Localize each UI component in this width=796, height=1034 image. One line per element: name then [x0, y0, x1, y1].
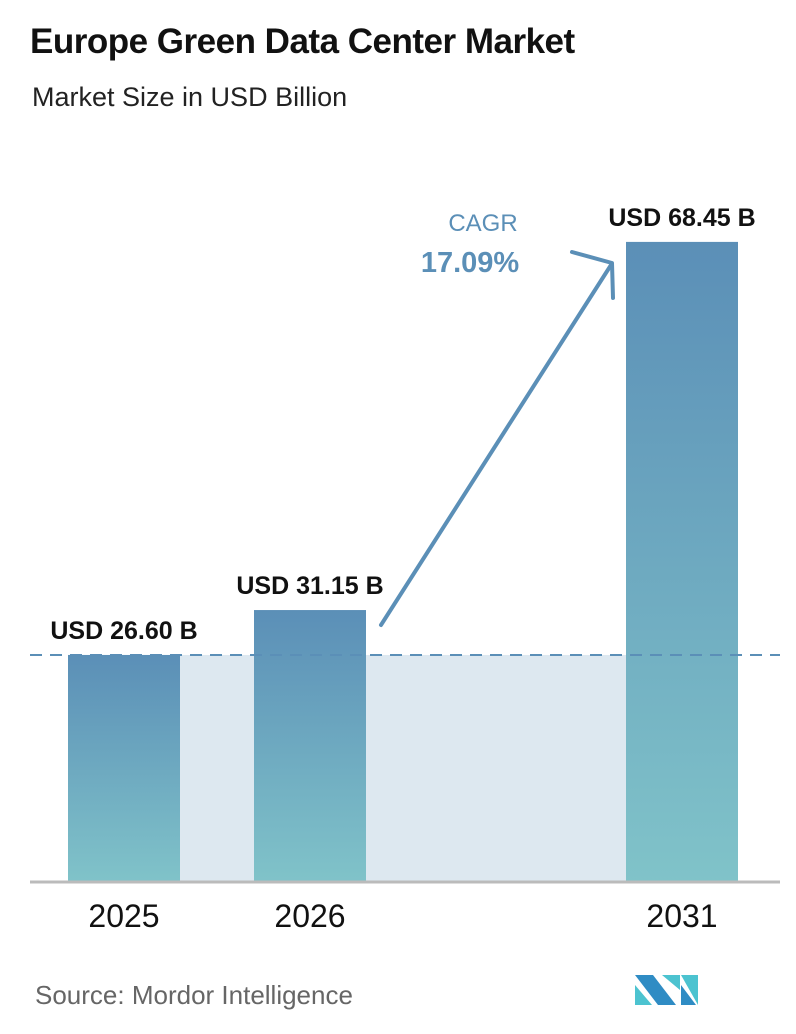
- chart-subtitle: Market Size in USD Billion: [32, 82, 348, 112]
- chart-title: Europe Green Data Center Market: [30, 22, 575, 61]
- bar-2026: [254, 610, 366, 882]
- data-label-2031: USD 68.45 B: [608, 204, 755, 232]
- bar-2025: [68, 654, 180, 882]
- x-tick-2031: 2031: [646, 898, 717, 934]
- x-tick-2025: 2025: [88, 898, 159, 934]
- mordor-logo: [635, 975, 698, 1005]
- data-label-2026: USD 31.15 B: [236, 572, 383, 600]
- cagr-arrow: [379, 250, 615, 627]
- x-tick-2026: 2026: [274, 898, 345, 934]
- cagr-label: CAGR: [448, 210, 517, 237]
- cagr-value: 17.09%: [421, 247, 520, 279]
- bar-2031: [626, 241, 738, 882]
- data-label-2025: USD 26.60 B: [50, 617, 197, 645]
- source-note: Source: Mordor Intelligence: [35, 980, 353, 1010]
